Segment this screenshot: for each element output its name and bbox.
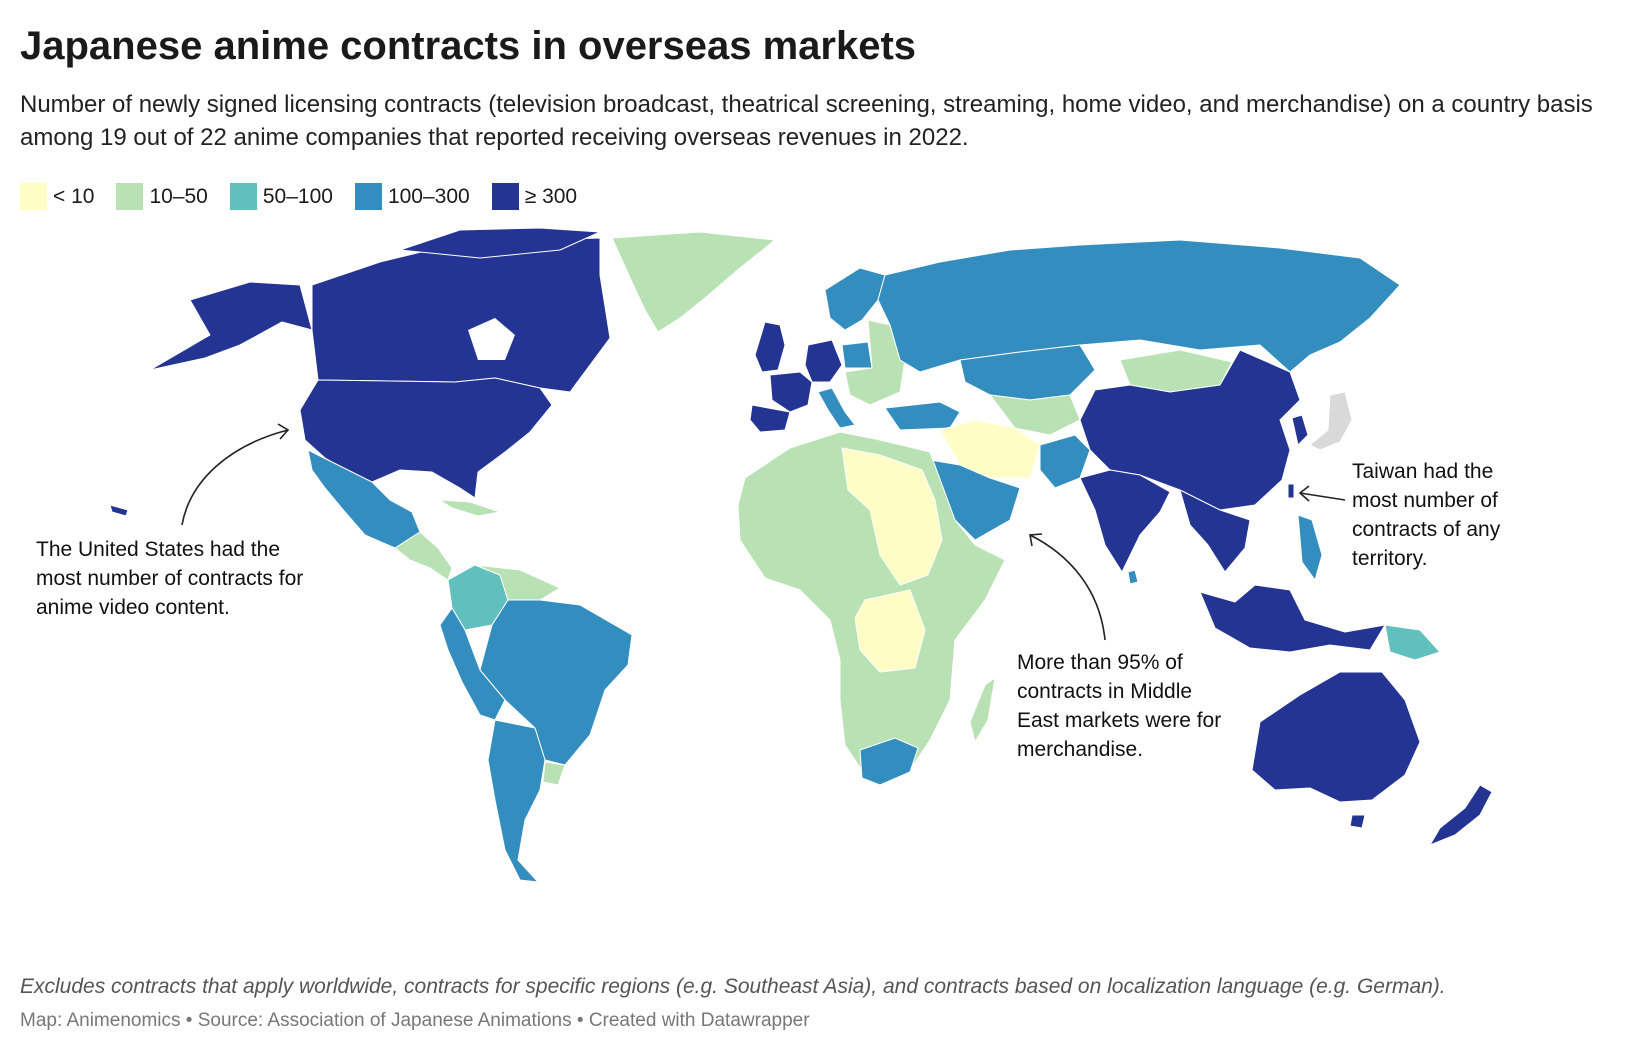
region-sri-lanka[interactable] — [1127, 569, 1139, 585]
region-italy[interactable] — [817, 387, 856, 429]
region-uruguay[interactable] — [542, 761, 566, 786]
region-australia[interactable] — [1251, 671, 1421, 803]
region-hawaii[interactable] — [109, 504, 129, 517]
arrow-head-taiwan — [1298, 485, 1310, 502]
region-central-america[interactable] — [394, 531, 453, 581]
legend-label: < 10 — [53, 184, 95, 208]
legend-label: 100–300 — [387, 184, 470, 208]
legend-label: 50–100 — [262, 184, 333, 208]
region-papua-new-guinea[interactable] — [1384, 624, 1441, 661]
region-russia[interactable] — [877, 239, 1401, 373]
region-greenland[interactable] — [611, 231, 776, 333]
chart-title: Japanese anime contracts in overseas mar… — [20, 24, 917, 68]
region-south-africa[interactable] — [859, 737, 919, 786]
legend-label: 10–50 — [149, 184, 208, 208]
annotation-united-states: The United States had the most number of… — [36, 538, 304, 619]
arrow-head-us — [277, 423, 290, 440]
legend-swatch-50-100 — [229, 183, 257, 210]
annotation-taiwan: Taiwan had the most number of contracts … — [1352, 460, 1501, 570]
region-uk[interactable] — [754, 321, 786, 373]
legend-swatch-lt10 — [20, 183, 47, 210]
arrow-taiwan — [1299, 492, 1346, 501]
region-tasmania[interactable] — [1349, 814, 1366, 829]
region-caribbean[interactable] — [439, 499, 501, 517]
region-alaska[interactable] — [149, 281, 313, 371]
region-poland[interactable] — [841, 341, 873, 369]
region-taiwan[interactable] — [1287, 483, 1295, 499]
region-scandinavia[interactable] — [824, 267, 886, 331]
region-southeast-asia[interactable] — [1179, 489, 1251, 573]
legend-item: < 10 — [20, 183, 94, 210]
region-madagascar[interactable] — [969, 677, 996, 743]
region-canada[interactable] — [311, 237, 611, 393]
legend-item: 100–300 — [354, 183, 470, 210]
region-canada-islands[interactable] — [399, 227, 601, 259]
region-turkey[interactable] — [884, 401, 961, 431]
region-argentina-chile[interactable] — [487, 719, 546, 883]
legend-label: ≥ 300 — [524, 184, 578, 208]
legend-swatch-100-300 — [354, 183, 382, 210]
region-indonesia[interactable] — [1199, 584, 1386, 653]
region-india[interactable] — [1079, 469, 1171, 573]
legend-swatch-10-50 — [116, 183, 144, 210]
region-new-zealand[interactable] — [1429, 784, 1493, 846]
region-germany[interactable] — [804, 339, 843, 383]
legend-item: 10–50 — [116, 183, 208, 210]
region-philippines[interactable] — [1297, 514, 1323, 581]
footnote: Excludes contracts that apply worldwide,… — [20, 975, 1446, 998]
legend-item: 50–100 — [229, 183, 333, 210]
region-drc[interactable] — [854, 589, 926, 673]
world-map — [109, 227, 1493, 883]
annotation-middle-east: More than 95% of contracts in Middle Eas… — [1017, 651, 1222, 761]
region-peru[interactable] — [439, 607, 506, 721]
region-korea[interactable] — [1291, 414, 1309, 446]
region-libya-sudan[interactable] — [841, 447, 943, 586]
hudson-bay — [468, 318, 515, 360]
chart-subtitle: Number of newly signed licensing contrac… — [20, 91, 1593, 151]
arrow-head-middle-east — [1029, 533, 1043, 547]
legend-item: ≥ 300 — [491, 183, 578, 210]
source-credit: Map: Animenomics • Source: Association o… — [20, 1010, 810, 1031]
legend: < 10 10–50 50–100 100–300 ≥ 300 — [20, 183, 599, 210]
arrow-middle-east — [1029, 534, 1106, 641]
region-japan — [1309, 391, 1353, 451]
region-united-states[interactable] — [299, 377, 553, 499]
arrow-us — [181, 429, 289, 526]
region-spain-portugal[interactable] — [749, 404, 791, 433]
region-france[interactable] — [769, 371, 813, 413]
legend-swatch-gte300 — [491, 183, 519, 210]
